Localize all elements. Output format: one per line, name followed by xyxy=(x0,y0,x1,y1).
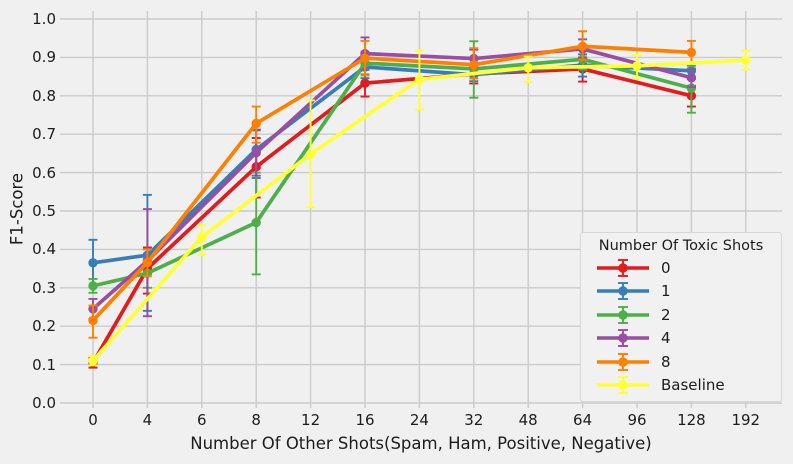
x-tick-label: 12 xyxy=(301,411,321,429)
series-Baseline xyxy=(88,49,751,367)
y-tick-label: 0.3 xyxy=(32,278,56,297)
y-tick-label: 0.5 xyxy=(32,202,56,220)
x-tick-label: 16 xyxy=(355,411,375,429)
errorbar-glyph xyxy=(597,376,649,395)
errorbar-glyph xyxy=(597,258,649,277)
legend-entry-label: 0 xyxy=(661,258,671,277)
legend-entry: Baseline xyxy=(581,374,781,398)
y-tick-label: 0.9 xyxy=(32,48,56,67)
y-tick-label: 0.8 xyxy=(32,86,56,105)
x-tick-label: 192 xyxy=(731,411,761,429)
errorbar-glyph xyxy=(597,352,649,371)
y-tick-label: 0.4 xyxy=(32,240,56,259)
y-tick-label: 0.1 xyxy=(32,355,56,374)
x-tick-label: 128 xyxy=(677,411,706,429)
legend-entry: 8 xyxy=(581,350,781,374)
x-tick-label: 8 xyxy=(251,411,261,429)
errorbar-glyph xyxy=(597,305,649,324)
legend-entry: 1 xyxy=(581,280,781,304)
x-tick-label: 6 xyxy=(197,411,207,429)
legend: Number Of Toxic Shots 0 1 2 4 8 Baseline xyxy=(580,232,782,402)
x-tick-label: 0 xyxy=(88,411,98,429)
legend-entry-label: 2 xyxy=(661,305,671,324)
x-tick-label: 64 xyxy=(573,411,593,429)
y-tick-label: 1.0 xyxy=(32,10,56,28)
x-tick-label: 48 xyxy=(518,411,538,429)
legend-entry: 0 xyxy=(581,256,781,280)
x-tick-label: 32 xyxy=(464,411,484,429)
x-axis-label: Number Of Other Shots(Spam, Ham, Positiv… xyxy=(190,434,652,453)
legend-entry: 4 xyxy=(581,327,781,351)
x-tick-label: 24 xyxy=(409,411,429,429)
y-tick-label: 0.2 xyxy=(32,317,56,336)
y-tick-label: 0.7 xyxy=(32,125,56,144)
y-tick-label: 0.0 xyxy=(32,394,56,412)
legend-entries: 0 1 2 4 8 Baseline xyxy=(581,256,781,397)
legend-title: Number Of Toxic Shots xyxy=(598,238,764,254)
x-tick-label: 96 xyxy=(627,411,647,429)
y-tick-label: 0.6 xyxy=(32,163,56,182)
legend-entry-label: 1 xyxy=(661,282,671,301)
legend-entry-label: Baseline xyxy=(661,376,725,395)
legend-entry-label: 8 xyxy=(661,352,671,371)
legend-entry-label: 4 xyxy=(661,329,671,348)
errorbar-glyph xyxy=(597,282,649,301)
legend-entry: 2 xyxy=(581,303,781,327)
errorbar-glyph xyxy=(597,329,649,348)
x-tick-label: 4 xyxy=(142,411,153,429)
